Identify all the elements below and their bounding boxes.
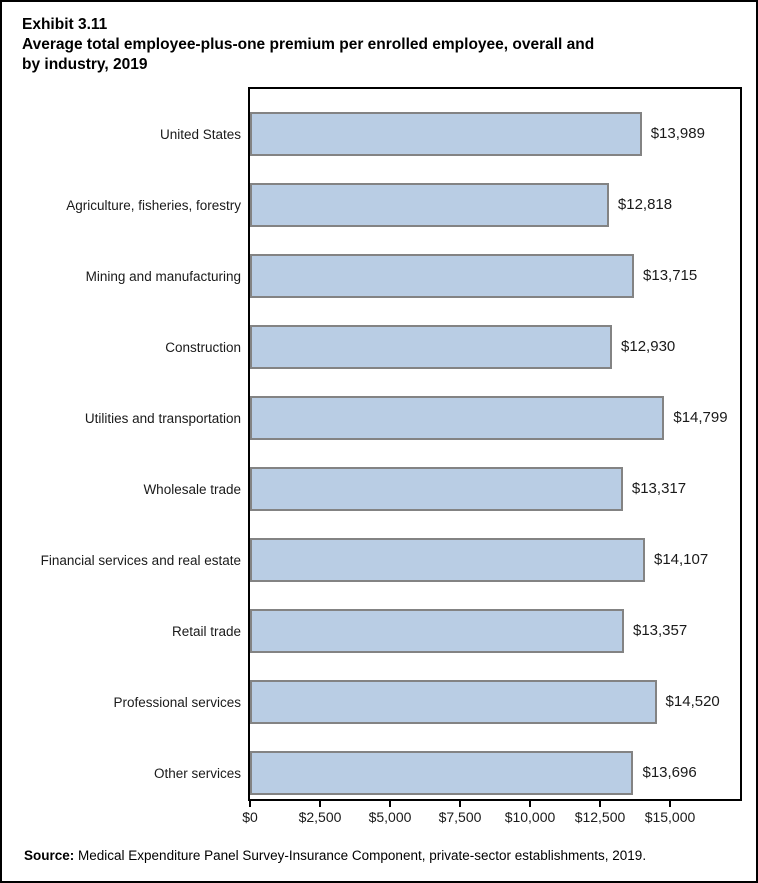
value-label: $13,715	[643, 267, 698, 284]
category-label: Agriculture, fisheries, forestry	[66, 197, 241, 213]
value-label: $12,930	[621, 338, 676, 355]
bar-row: Utilities and transportation $14,799	[2, 396, 756, 440]
bar-row: Retail trade $13,357	[2, 609, 756, 653]
chart-title: Exhibit 3.11 Average total employee-plus…	[22, 15, 594, 75]
source-note: Source: Medical Expenditure Panel Survey…	[24, 848, 646, 863]
bar	[250, 538, 645, 582]
value-label: $13,696	[642, 764, 697, 781]
title-line-1: Average total employee-plus-one premium …	[22, 36, 595, 53]
category-label: Retail trade	[171, 623, 241, 639]
x-tick-mark	[529, 801, 531, 807]
bar-row: Wholesale trade $13,317	[2, 467, 756, 511]
bar-row: Professional services $14,520	[2, 680, 756, 724]
value-label: $13,989	[650, 125, 705, 142]
x-tick-label: $15,000	[644, 809, 696, 825]
exhibit-number: Exhibit 3.11	[22, 16, 108, 33]
category-label: Wholesale trade	[143, 481, 241, 497]
category-label: Professional services	[113, 694, 241, 710]
source-text: Medical Expenditure Panel Survey-Insuran…	[74, 848, 647, 863]
value-label: $12,818	[617, 196, 673, 213]
value-label: $13,357	[632, 622, 688, 639]
title-line-2: by industry, 2019	[22, 56, 148, 73]
bar	[250, 751, 634, 795]
bar	[250, 183, 609, 227]
bar	[250, 680, 657, 724]
x-tick-mark	[319, 801, 321, 807]
bar-row: Mining and manufacturing $13,715	[2, 254, 756, 298]
bar-row: Construction $12,930	[2, 325, 756, 369]
bar	[250, 254, 635, 298]
category-label: Financial services and real estate	[40, 552, 241, 568]
value-label: $14,520	[665, 693, 720, 710]
category-label: Mining and manufacturing	[85, 268, 241, 284]
category-label: Utilities and transportation	[84, 410, 241, 426]
bar	[250, 325, 613, 369]
bar-row: Other services $13,696	[2, 751, 756, 795]
bar	[250, 396, 665, 440]
bar-row: Financial services and real estate $14,10…	[2, 538, 756, 582]
x-tick-mark	[669, 801, 671, 807]
x-tick-label: $0	[242, 809, 258, 825]
value-label: $13,317	[631, 480, 687, 497]
x-tick-mark	[249, 801, 251, 807]
source-label: Source:	[24, 848, 75, 863]
category-label: Other services	[153, 765, 241, 781]
category-label: United States	[159, 126, 241, 142]
bar	[250, 112, 642, 156]
x-tick-mark	[389, 801, 391, 807]
x-tick-mark	[459, 801, 461, 807]
bar	[250, 609, 624, 653]
x-tick-label: $2,500	[298, 809, 342, 825]
value-label: $14,107	[653, 551, 709, 568]
value-label: $14,799	[673, 409, 728, 426]
x-tick-mark	[599, 801, 601, 807]
bar	[250, 467, 623, 511]
x-tick-label: $7,500	[438, 809, 482, 825]
x-tick-label: $10,000	[504, 809, 556, 825]
bar-row: United States $13,989	[2, 112, 756, 156]
bar-row: Agriculture, fisheries, forestry $12,818	[2, 183, 756, 227]
x-tick-label: $12,500	[574, 809, 626, 825]
category-label: Construction	[165, 339, 241, 355]
x-tick-label: $5,000	[368, 809, 412, 825]
